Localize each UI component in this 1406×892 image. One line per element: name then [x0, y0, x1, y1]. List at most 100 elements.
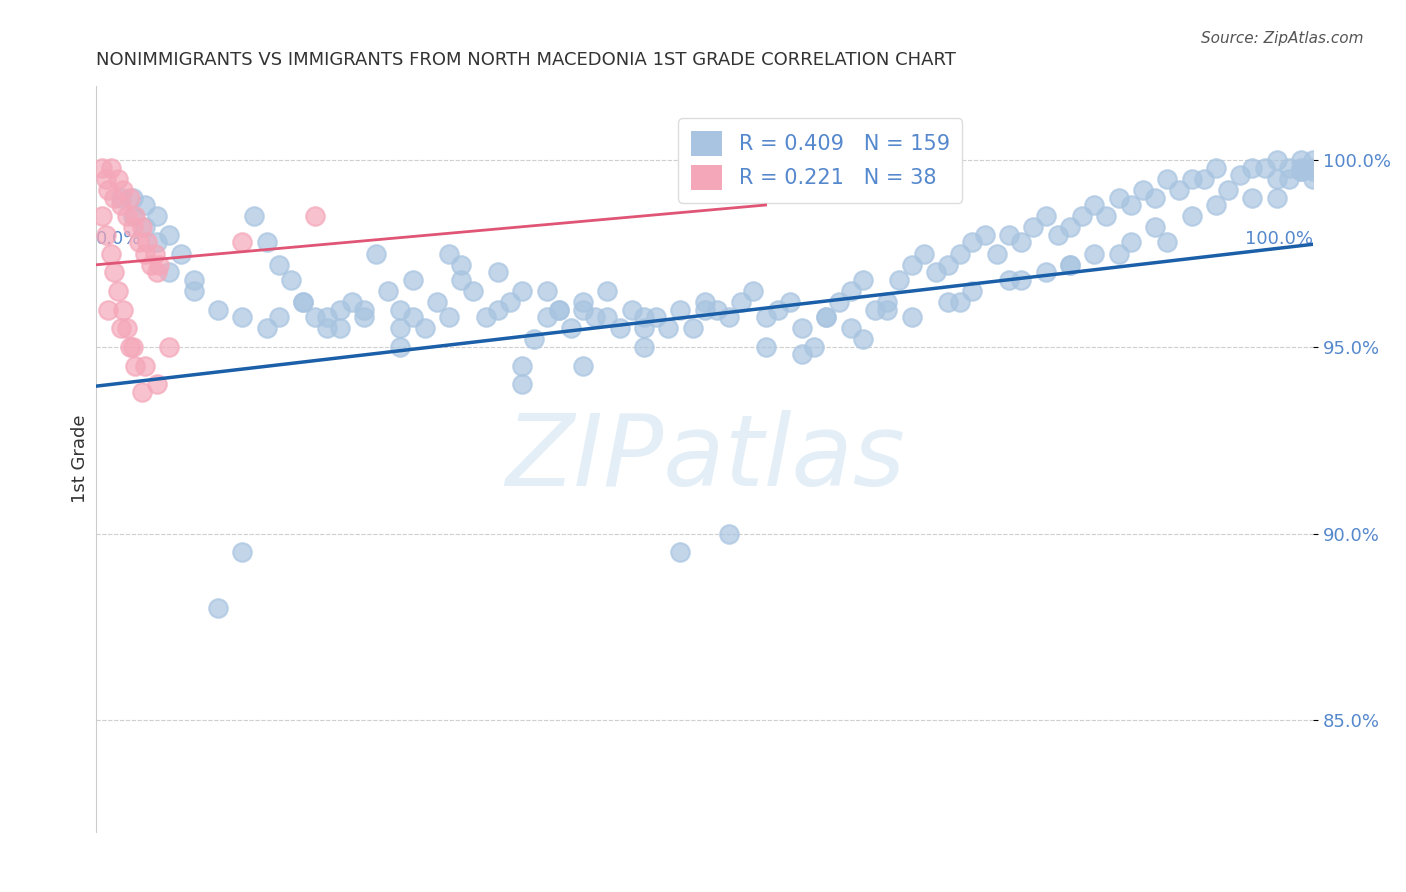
Point	[1010, 273, 1032, 287]
Point	[730, 295, 752, 310]
Point	[1302, 172, 1324, 186]
Point	[1229, 168, 1251, 182]
Point	[100, 246, 122, 260]
Point	[139, 258, 162, 272]
Point	[91, 161, 114, 175]
Point	[755, 310, 778, 324]
Point	[103, 190, 125, 204]
Point	[366, 246, 388, 260]
Point	[986, 246, 1008, 260]
Point	[669, 545, 692, 559]
Point	[790, 347, 813, 361]
Point	[134, 359, 156, 373]
Point	[100, 161, 122, 175]
Point	[827, 295, 849, 310]
Point	[91, 209, 114, 223]
Point	[596, 284, 619, 298]
Point	[510, 377, 533, 392]
Point	[107, 172, 129, 186]
Point	[426, 295, 449, 310]
Point	[718, 526, 741, 541]
Point	[486, 265, 509, 279]
Point	[1046, 227, 1069, 242]
Point	[329, 321, 352, 335]
Point	[121, 209, 143, 223]
Point	[1289, 164, 1312, 178]
Point	[620, 302, 643, 317]
Point	[146, 265, 169, 279]
Point	[1253, 161, 1275, 175]
Point	[121, 340, 143, 354]
Point	[1144, 220, 1167, 235]
Point	[572, 359, 595, 373]
Point	[1035, 265, 1057, 279]
Point	[115, 321, 138, 335]
Point	[280, 273, 302, 287]
Point	[863, 302, 886, 317]
Point	[815, 310, 838, 324]
Point	[131, 220, 153, 235]
Point	[463, 284, 485, 298]
Point	[1241, 161, 1264, 175]
Point	[560, 321, 582, 335]
Point	[682, 321, 704, 335]
Point	[148, 258, 170, 272]
Point	[815, 310, 838, 324]
Point	[766, 302, 789, 317]
Point	[1071, 209, 1094, 223]
Point	[693, 302, 716, 317]
Point	[124, 359, 146, 373]
Point	[633, 310, 655, 324]
Point	[779, 295, 801, 310]
Point	[97, 183, 120, 197]
Point	[1180, 172, 1202, 186]
Point	[134, 246, 156, 260]
Point	[1289, 164, 1312, 178]
Point	[103, 265, 125, 279]
Point	[120, 190, 142, 204]
Point	[316, 321, 339, 335]
Point	[1083, 246, 1105, 260]
Point	[413, 321, 436, 335]
Point	[900, 258, 922, 272]
Point	[110, 321, 132, 335]
Point	[353, 302, 375, 317]
Point	[1180, 209, 1202, 223]
Point	[136, 235, 159, 250]
Point	[755, 340, 778, 354]
Point	[110, 198, 132, 212]
Point	[669, 302, 692, 317]
Point	[1289, 153, 1312, 168]
Point	[157, 265, 180, 279]
Point	[1265, 153, 1288, 168]
Point	[962, 284, 984, 298]
Point	[852, 273, 875, 287]
Point	[1059, 258, 1081, 272]
Point	[852, 333, 875, 347]
Point	[1083, 198, 1105, 212]
Point	[547, 302, 569, 317]
Point	[97, 302, 120, 317]
Point	[120, 340, 142, 354]
Point	[115, 209, 138, 223]
Point	[94, 227, 117, 242]
Point	[389, 302, 412, 317]
Point	[1108, 190, 1130, 204]
Point	[267, 258, 290, 272]
Point	[547, 302, 569, 317]
Point	[377, 284, 399, 298]
Point	[633, 321, 655, 335]
Point	[1302, 164, 1324, 178]
Point	[304, 310, 326, 324]
Point	[609, 321, 631, 335]
Point	[389, 321, 412, 335]
Text: Source: ZipAtlas.com: Source: ZipAtlas.com	[1201, 31, 1364, 46]
Point	[94, 172, 117, 186]
Point	[124, 209, 146, 223]
Point	[1278, 172, 1301, 186]
Point	[107, 284, 129, 298]
Point	[1205, 161, 1227, 175]
Point	[900, 310, 922, 324]
Point	[936, 295, 959, 310]
Point	[1192, 172, 1215, 186]
